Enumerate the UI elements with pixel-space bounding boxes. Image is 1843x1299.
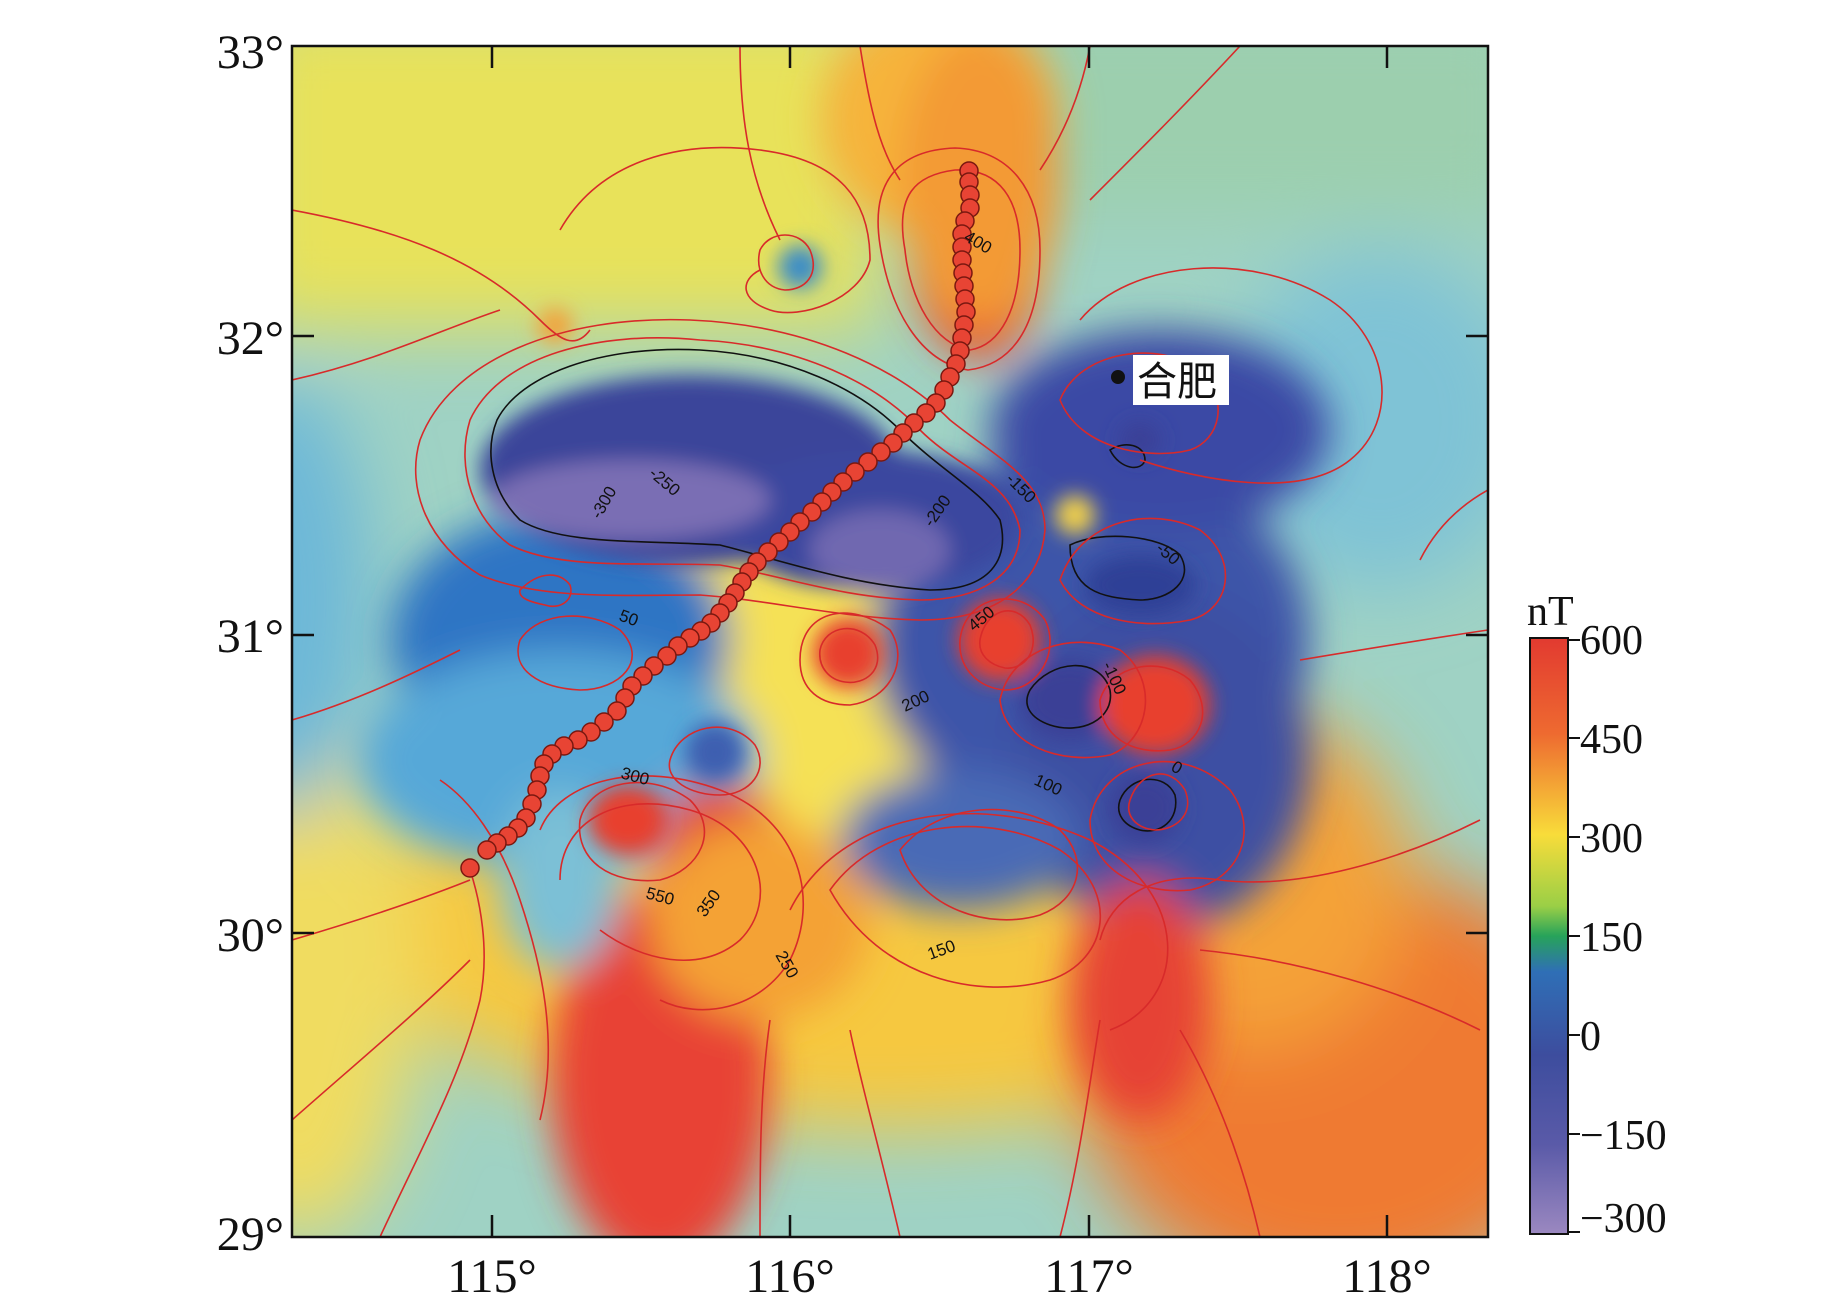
x-tick-label: 115°	[447, 1250, 536, 1299]
y-tick-label: 32°	[217, 312, 284, 365]
x-tick-label: 118°	[1342, 1250, 1431, 1299]
colorbar-tick-label: 450	[1580, 717, 1643, 763]
survey-track	[460, 161, 980, 878]
colorbar-tick-label: 300	[1580, 816, 1643, 862]
y-axis: 33° 32° 31° 30° 29°	[217, 26, 284, 1261]
y-tick-label: 29°	[217, 1208, 284, 1261]
track-point	[657, 646, 677, 666]
colorbar: nT 600 450 300 150 0 −150 −300	[1527, 589, 1667, 1242]
x-tick-label: 116°	[745, 1250, 834, 1299]
track-point	[460, 858, 480, 878]
city-dot-icon	[1111, 370, 1125, 384]
track-point	[607, 701, 627, 721]
contour-lines	[292, 46, 1488, 1237]
colorbar-unit: nT	[1527, 589, 1574, 635]
y-tick-label: 30°	[217, 909, 284, 962]
city-label: 合肥	[1137, 359, 1217, 405]
track-point	[871, 442, 891, 462]
colorbar-tick-label: −300	[1580, 1196, 1667, 1242]
colorbar-tick-label: 600	[1580, 618, 1643, 664]
track-point	[858, 452, 878, 472]
y-tick-label: 33°	[217, 26, 284, 79]
x-axis: 115° 116° 117° 118°	[447, 1250, 1431, 1299]
colorbar-tick-label: 150	[1580, 915, 1643, 961]
x-tick-label: 117°	[1044, 1250, 1133, 1299]
city-marker: 合肥	[1111, 355, 1229, 405]
colorbar-tick-label: −150	[1580, 1113, 1667, 1159]
anomaly-field	[292, 46, 1488, 1237]
map-frame	[290, 44, 1490, 1239]
colorbar-tick-label: 0	[1580, 1014, 1601, 1060]
y-tick-label: 31°	[217, 610, 284, 663]
track-point	[477, 840, 497, 860]
track-point	[594, 712, 614, 732]
